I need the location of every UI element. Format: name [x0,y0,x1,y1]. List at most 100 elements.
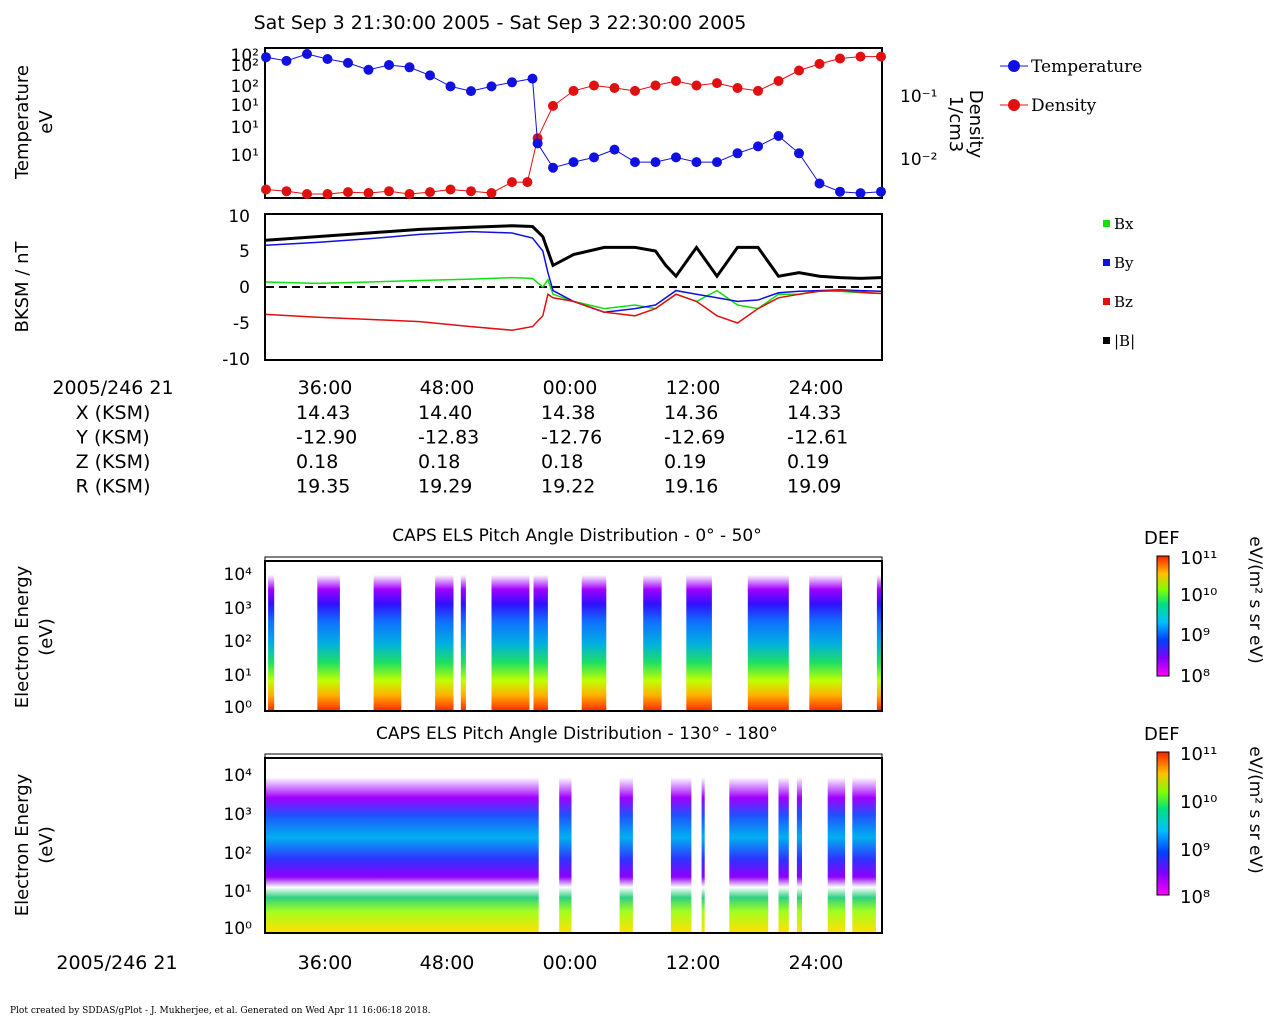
mag-ylabel: BKSM / nT [12,240,33,332]
density-point [671,76,681,86]
density-point [609,83,620,93]
density-line [265,56,881,195]
els-high-title: CAPS ELS Pitch Angle Distribution - 130°… [376,724,778,744]
temperature-point [671,152,681,163]
colorbar-2-tick-11: 10¹¹ [1180,744,1217,765]
density-point [548,100,558,111]
temperature-point [466,86,476,97]
mag-frame [264,213,883,361]
colorbar-2-tick-9: 10⁹ [1180,840,1210,861]
density-point [589,80,599,91]
ephemeris-row-label: X (KSM) [76,402,151,424]
colorbar-1-units: eV/(m² s sr eV) [1245,536,1265,663]
density-point [445,184,456,195]
moments-ylabel-right-1: Density [965,90,986,159]
els-low-burst [686,563,712,710]
mag-tick-m10: -10 [222,350,250,370]
temperature-point [527,73,538,84]
temp-tick-2: 10² [231,56,259,76]
bottom-start-label: 2005/246 21 [56,952,177,974]
temperature-point [794,148,804,159]
colorbar-1-tick-8: 10⁸ [1180,666,1210,687]
dens-tick-2: 10⁻² [900,150,937,170]
els-high-ylabel-1: Electron Energy [12,773,33,916]
temperature-point [302,49,312,59]
ephemeris-times: 36:00 48:00 00:00 12:00 24:00 [298,377,844,399]
density-point [425,187,435,198]
els-high-ylabel-2: (eV) [36,826,57,863]
legend-bx-swatch [1103,220,1110,227]
ephemeris-time: 00:00 [543,377,598,399]
temperature-point [609,144,620,155]
temperature-point [855,188,866,199]
els-high-burst [701,760,705,932]
ephemeris-value: 14.38 [541,402,595,424]
legend-temperature-label: Temperature [1031,57,1142,77]
mag-tick-10: 10 [228,207,250,227]
ephemeris-table: 2005/246 21 36:00 48:00 00:00 12:00 24:00 X … [52,377,848,498]
temp-tick-5: 10¹ [231,118,259,138]
bottom-time-axis: 2005/246 21 36:00 48:00 00:00 12:00 24:00 [56,952,843,974]
ephemeris-time: 48:00 [420,377,475,399]
ephemeris-value: 0.19 [664,451,706,473]
ephemeris-value: 19.29 [418,476,472,498]
temperature-point [425,70,435,81]
els-low-burst [809,563,843,710]
colorbar-1-tick-10: 10¹⁰ [1180,585,1217,606]
temperature-point [835,186,845,197]
legend-by-label: By [1114,254,1134,272]
els-low-tick-1: 10¹ [224,666,252,686]
ephemeris-value: 0.18 [418,451,460,473]
els-low-frame [264,560,883,712]
ephemeris-value: 19.22 [541,476,595,498]
moments-panel: Temperature eV Density 1/cm3 10² 10² 10²… [12,46,1142,199]
bottom-time: 12:00 [666,952,721,974]
density-point [773,76,784,86]
ephemeris-value: 14.43 [296,402,350,424]
temp-tick-3: 10² [231,77,259,97]
mag-marks [265,224,882,331]
temperature-point [753,141,763,152]
legend-temperature-marker [1008,60,1020,72]
temperature-point [261,52,271,63]
density-point [322,189,333,199]
ephemeris-value: 14.33 [787,402,841,424]
temp-tick-1: 10² [231,46,259,66]
els-low-burst [643,563,662,710]
ephemeris-value: -12.90 [296,427,357,449]
density-point [794,65,804,76]
ephemeris-value: 0.18 [541,451,583,473]
ephemeris-start-label: 2005/246 21 [52,377,173,399]
mag-series-by [265,230,882,313]
els-low-title: CAPS ELS Pitch Angle Distribution - 0° -… [392,526,761,546]
els-low-tick-0: 10⁰ [224,698,253,718]
ephemeris-value: 14.36 [664,402,718,424]
mag-tick-0: 0 [239,278,250,298]
els-high-burst [559,760,572,932]
density-point [384,186,394,197]
density-point [712,78,722,89]
density-point [404,189,415,199]
els-low-burst [268,563,275,710]
footer-credit: Plot created by SDDAS/gPlot - J. Mukherj… [10,1006,431,1016]
ephemeris-value: 19.16 [664,476,718,498]
density-point [466,186,476,197]
els-low-burst [373,563,402,710]
els-low-ylabel-1: Electron Energy [12,565,33,708]
els-high-panel: CAPS ELS Pitch Angle Distribution - 130°… [12,724,1265,939]
ephemeris-value: 0.19 [787,451,829,473]
temperature-point [814,178,825,189]
els-high-burst [827,760,846,932]
els-high-burst [778,760,789,932]
bottom-time-labels: 36:00 48:00 00:00 12:00 24:00 [298,952,844,974]
els-high-tick-4: 10⁴ [224,766,253,786]
density-point [486,188,497,198]
ephemeris-time: 12:00 [666,377,721,399]
ephemeris-row-label: Y (KSM) [75,427,149,449]
els-high-tick-2: 10² [224,844,252,864]
bottom-time: 36:00 [298,952,353,974]
colorbar-1-label: DEF [1144,528,1180,549]
colorbar-2-label: DEF [1144,724,1180,745]
temperature-point [322,54,333,64]
mag-series-b [265,224,882,280]
